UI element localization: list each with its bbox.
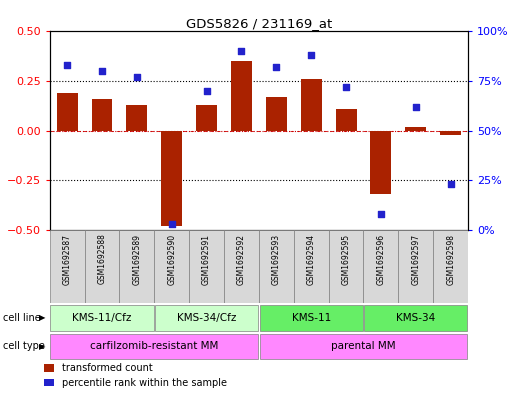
Text: cell type: cell type [3,342,44,351]
Bar [294,230,328,303]
Bar [336,109,357,130]
Bar [50,334,258,359]
Bar [259,305,363,331]
Point [202,88,211,94]
Bar [155,305,258,331]
Point [98,68,106,74]
Legend: transformed count, percentile rank within the sample: transformed count, percentile rank withi… [44,363,226,388]
Bar [259,334,468,359]
Bar [399,230,433,303]
Point [237,48,246,55]
Text: GSM1692595: GSM1692595 [342,233,350,285]
Bar [370,130,391,194]
Title: GDS5826 / 231169_at: GDS5826 / 231169_at [186,17,332,30]
Point [307,52,315,59]
Bar [224,230,259,303]
Text: ▶: ▶ [39,342,46,351]
Text: cell line: cell line [3,313,40,323]
Point [133,74,141,80]
Point [167,221,176,227]
Bar [50,230,85,303]
Text: GSM1692597: GSM1692597 [411,233,420,285]
Bar [328,230,363,303]
Bar [301,79,322,130]
Bar [50,305,154,331]
Text: GSM1692588: GSM1692588 [97,233,107,285]
Point [377,211,385,217]
Bar [231,61,252,130]
Text: GSM1692587: GSM1692587 [63,233,72,285]
Bar [119,230,154,303]
Text: KMS-11/Cfz: KMS-11/Cfz [72,313,132,323]
Bar [189,230,224,303]
Text: KMS-11: KMS-11 [291,313,331,323]
Bar [405,127,426,130]
Text: GSM1692594: GSM1692594 [306,233,316,285]
Bar [363,230,399,303]
Bar [259,230,294,303]
Point [447,181,455,187]
Bar [161,130,182,226]
Bar [196,105,217,130]
Text: ▶: ▶ [39,313,46,322]
Text: GSM1692589: GSM1692589 [132,233,141,285]
Bar [433,230,468,303]
Bar [154,230,189,303]
Text: GSM1692596: GSM1692596 [377,233,385,285]
Bar [85,230,119,303]
Text: parental MM: parental MM [331,342,396,351]
Point [63,62,71,68]
Text: GSM1692593: GSM1692593 [272,233,281,285]
Bar [266,97,287,130]
Text: GSM1692598: GSM1692598 [446,233,455,285]
Text: GSM1692590: GSM1692590 [167,233,176,285]
Bar [92,99,112,130]
Text: GSM1692592: GSM1692592 [237,233,246,285]
Bar [56,93,77,130]
Bar [364,305,468,331]
Text: carfilzomib-resistant MM: carfilzomib-resistant MM [90,342,219,351]
Point [412,104,420,110]
Point [272,64,280,70]
Bar [127,105,147,130]
Text: KMS-34: KMS-34 [396,313,436,323]
Text: GSM1692591: GSM1692591 [202,233,211,285]
Text: KMS-34/Cfz: KMS-34/Cfz [177,313,236,323]
Bar [440,130,461,135]
Point [342,84,350,90]
